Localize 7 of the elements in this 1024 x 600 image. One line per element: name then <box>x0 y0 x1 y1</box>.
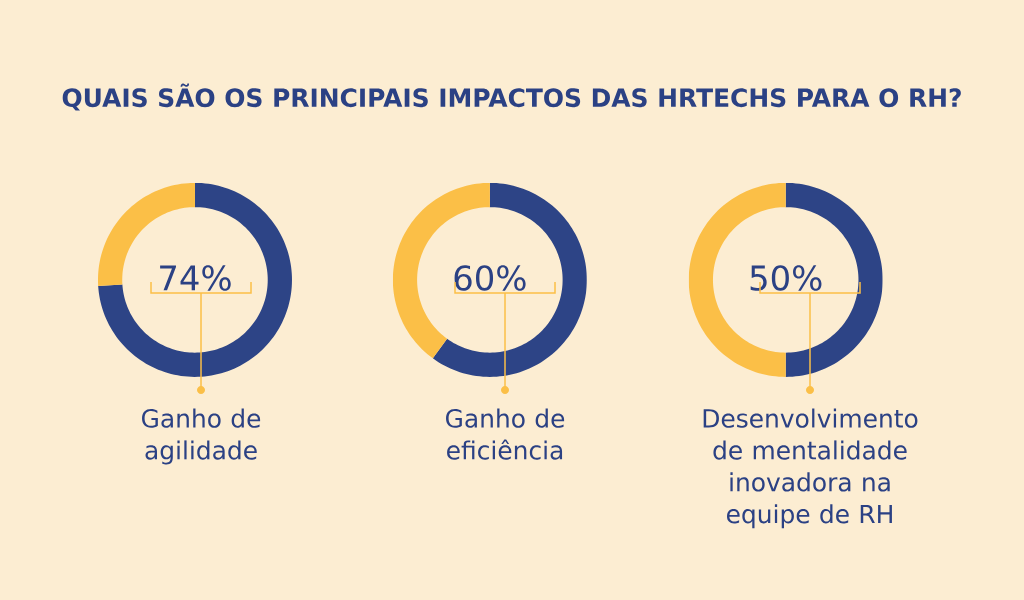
text: 74% <box>160 265 231 291</box>
text: 50% <box>750 265 822 291</box>
slice-label: Ganho de agilidade <box>142 408 261 465</box>
slice-label: Ganho de eficiência <box>446 408 565 460</box>
text: 60% <box>454 265 526 291</box>
text: QUAIS SÃO OS PRINCIPAIS IMPACTOS DAS HRTECHS PARA O RH? <box>62 83 961 111</box>
slice-label: Desenvolvimento de mentalidade inovadora na equipe de RH <box>703 408 918 529</box>
